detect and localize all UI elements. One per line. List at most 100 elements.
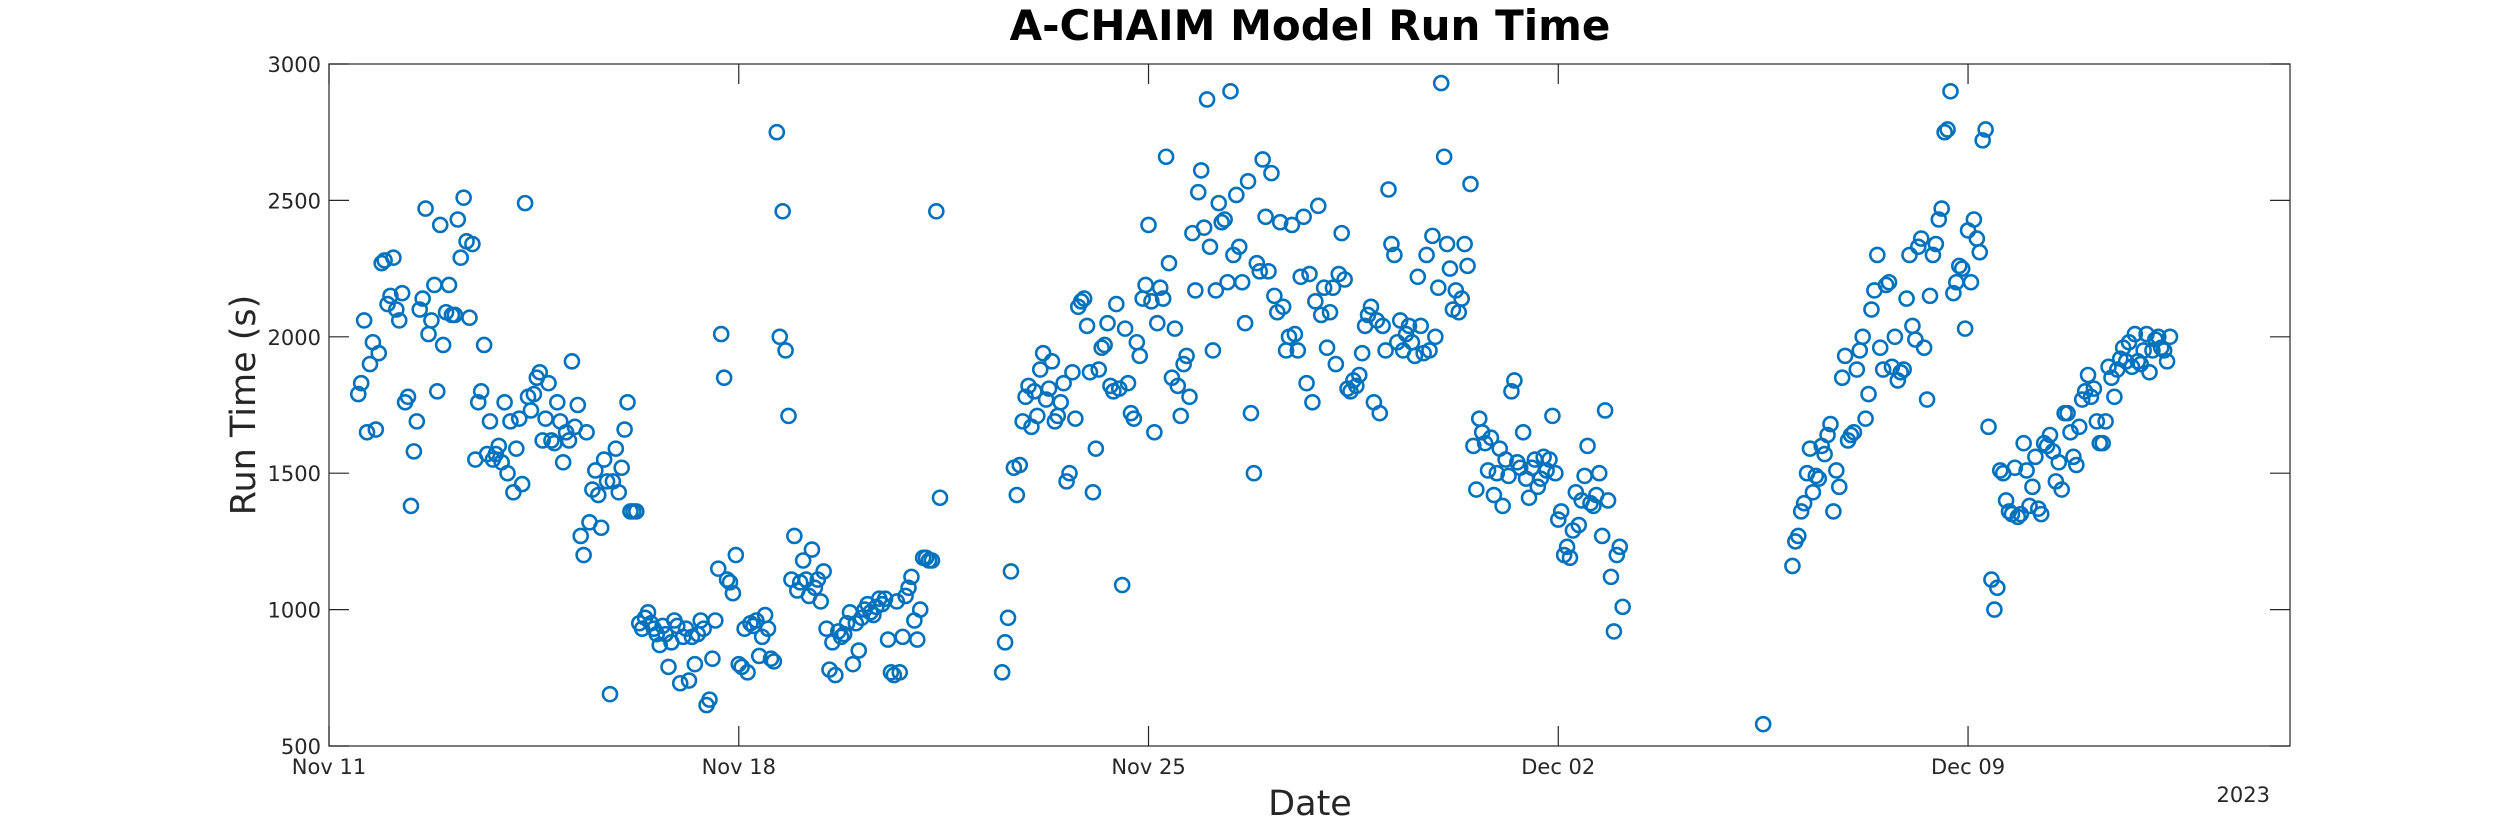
data-point — [1029, 407, 1046, 425]
data-point — [1371, 404, 1389, 422]
data-point — [2088, 413, 2106, 430]
data-point — [1950, 257, 1968, 275]
data-point — [1459, 257, 1476, 275]
data-point — [1040, 380, 1058, 397]
y-tick-label: 2000 — [268, 326, 321, 350]
data-point — [1090, 361, 1108, 378]
data-point — [2070, 418, 2088, 436]
data-point — [771, 328, 789, 346]
data-point — [502, 413, 519, 430]
data-point — [1860, 385, 1877, 403]
data-point — [1181, 388, 1198, 406]
data-point — [1933, 200, 1951, 217]
data-point — [1309, 197, 1327, 215]
data-point — [1506, 372, 1523, 389]
data-point — [1936, 123, 1953, 141]
data-point — [513, 475, 531, 493]
data-point — [1997, 492, 2015, 509]
data-point — [1520, 489, 1538, 507]
data-point — [1930, 211, 1948, 228]
data-point — [911, 601, 929, 618]
data-point — [399, 388, 417, 406]
data-point — [2097, 413, 2114, 430]
data-point — [900, 579, 917, 597]
data-point — [774, 203, 791, 220]
data-point — [508, 440, 525, 457]
data-point — [1263, 164, 1280, 182]
data-point — [352, 374, 370, 392]
data-point — [1078, 317, 1096, 335]
data-point — [355, 312, 373, 329]
data-point — [1945, 284, 1962, 302]
data-point — [721, 574, 739, 591]
data-point — [376, 252, 393, 269]
data-point — [660, 658, 677, 676]
data-point — [1207, 282, 1225, 299]
data-point — [1274, 298, 1292, 316]
data-point — [1901, 246, 1918, 264]
data-point — [1547, 464, 1564, 482]
data-point — [1113, 576, 1131, 594]
data-point — [1011, 456, 1029, 474]
data-point — [1289, 342, 1307, 359]
data-point — [797, 571, 815, 588]
data-point — [601, 685, 619, 703]
data-point — [838, 614, 856, 632]
data-point — [1427, 328, 1444, 346]
data-point — [1143, 293, 1160, 310]
data-point — [1599, 492, 1617, 509]
data-point — [461, 309, 478, 327]
data-point — [671, 674, 689, 692]
data-point — [1971, 243, 1989, 261]
data-point — [686, 655, 704, 673]
data-point — [1529, 478, 1547, 496]
data-point — [563, 353, 581, 370]
data-point — [1874, 361, 1892, 378]
y-tick-label: 1000 — [268, 599, 321, 623]
data-point — [1828, 462, 1845, 479]
data-point — [548, 393, 566, 411]
data-point — [704, 650, 721, 668]
data-point — [1228, 186, 1245, 204]
data-point — [712, 325, 730, 343]
data-point — [1315, 279, 1333, 296]
data-point — [812, 593, 830, 610]
data-point — [1377, 342, 1394, 359]
data-point — [382, 287, 399, 305]
data-point — [1570, 516, 1588, 534]
data-point — [1292, 268, 1310, 286]
data-point — [1260, 263, 1277, 280]
data-point — [2161, 328, 2179, 346]
data-point — [1350, 366, 1368, 384]
data-point — [1108, 295, 1125, 313]
data-point — [543, 432, 560, 449]
data-point — [707, 612, 724, 629]
data-point — [1160, 254, 1178, 272]
data-point — [349, 385, 367, 403]
data-point — [794, 552, 812, 569]
data-point — [1921, 287, 1939, 305]
data-point — [1614, 598, 1631, 616]
data-point — [1125, 410, 1143, 427]
data-point — [525, 385, 543, 403]
data-point — [575, 546, 592, 564]
data-point — [1848, 361, 1866, 378]
data-point — [510, 410, 528, 427]
data-point — [897, 587, 914, 605]
data-point — [1468, 481, 1485, 498]
data-point — [865, 606, 882, 624]
data-point — [2024, 478, 2041, 496]
data-point — [832, 628, 850, 646]
data-point — [2068, 456, 2085, 474]
data-point — [695, 620, 712, 637]
data-point — [1795, 494, 1813, 512]
data-point — [1362, 298, 1380, 316]
data-point — [1178, 347, 1195, 365]
data-point — [780, 407, 797, 425]
data-point — [680, 672, 698, 689]
data-point — [1119, 374, 1137, 392]
data-point — [449, 211, 467, 228]
data-point — [1429, 279, 1447, 296]
data-point — [1898, 290, 1915, 307]
data-point — [1257, 208, 1274, 226]
